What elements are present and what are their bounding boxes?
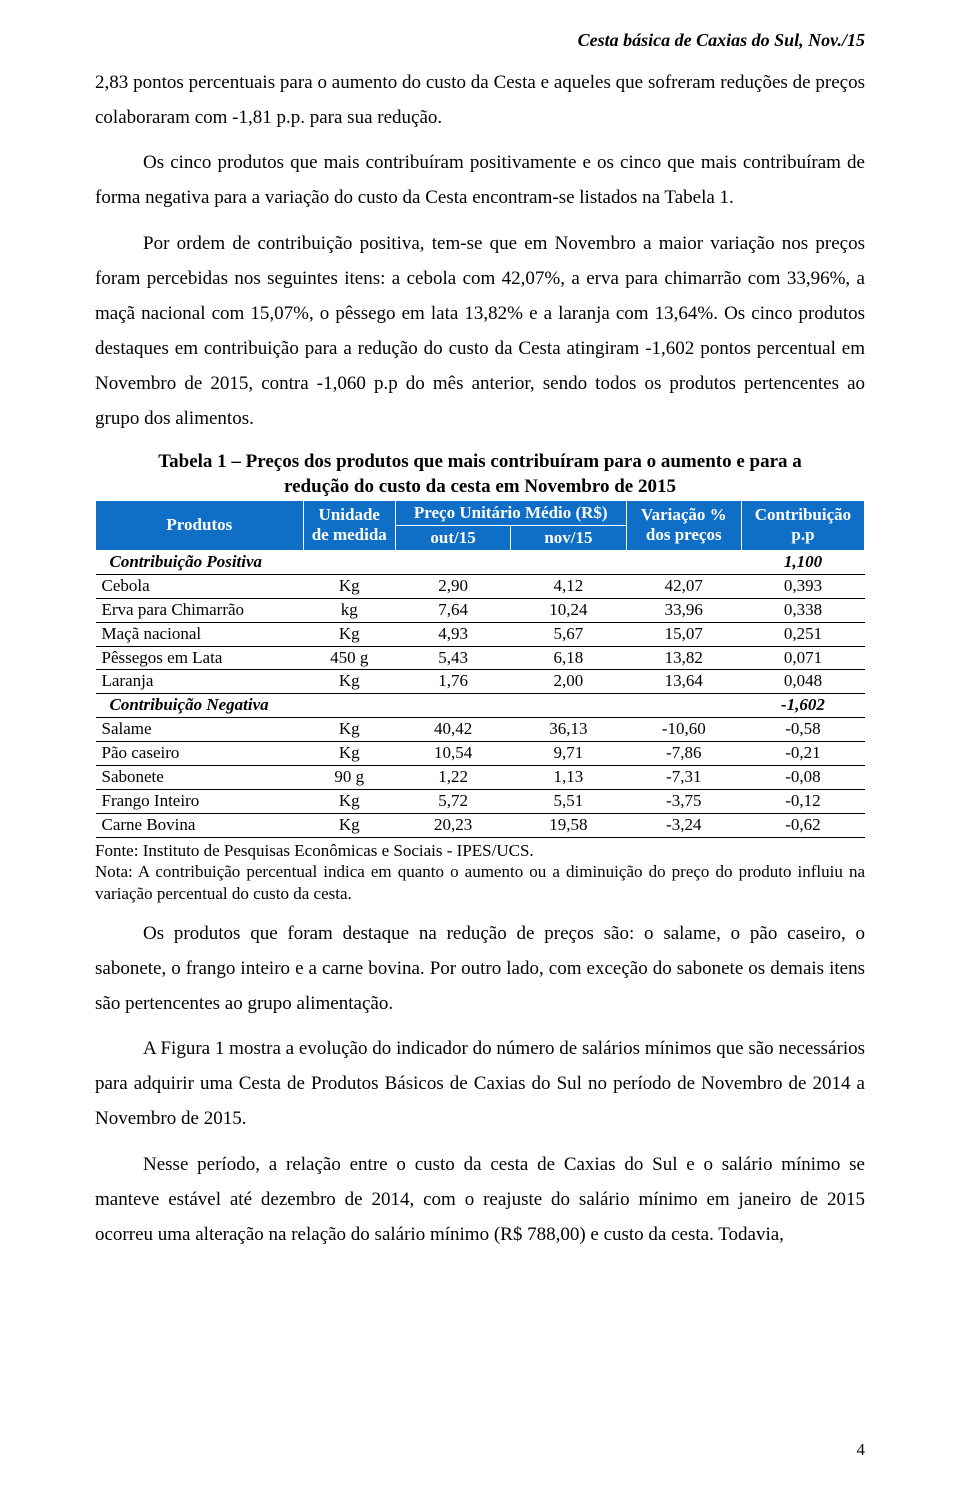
cell-out: 40,42: [395, 718, 510, 742]
cell-produto: Maçã nacional: [96, 622, 304, 646]
paragraph-6: Nesse período, a relação entre o custo d…: [95, 1147, 865, 1252]
page-number: 4: [857, 1440, 866, 1460]
cell-unidade: 90 g: [303, 766, 395, 790]
table-title-line1: Tabela 1 – Preços dos produtos que mais …: [158, 451, 802, 472]
paragraph-5: A Figura 1 mostra a evolução do indicado…: [95, 1031, 865, 1136]
cell-nov: 36,13: [511, 718, 626, 742]
cell-nov: 5,51: [511, 790, 626, 814]
cell-produto: Frango Inteiro: [96, 790, 304, 814]
page-header: Cesta básica de Caxias do Sul, Nov./15: [95, 30, 865, 51]
cell-contrib: 0,338: [741, 598, 864, 622]
cell-variacao: 33,96: [626, 598, 741, 622]
cell-unidade: 450 g: [303, 646, 395, 670]
cell-unidade: Kg: [303, 670, 395, 694]
cell-nov: 2,00: [511, 670, 626, 694]
cell-contrib: -0,62: [741, 814, 864, 838]
cell-contrib: 0,251: [741, 622, 864, 646]
cell-variacao: -10,60: [626, 718, 741, 742]
cell-contrib: 0,048: [741, 670, 864, 694]
cell-out: 7,64: [395, 598, 510, 622]
cell-unidade: Kg: [303, 574, 395, 598]
cell-out: 2,90: [395, 574, 510, 598]
cell-produto: Sabonete: [96, 766, 304, 790]
table-row: Erva para Chimarrãokg7,6410,2433,960,338: [96, 598, 865, 622]
table-row: CebolaKg2,904,1242,070,393: [96, 574, 865, 598]
group-label: Contribuição Negativa: [96, 694, 304, 718]
cell-out: 5,72: [395, 790, 510, 814]
paragraph-4: Os produtos que foram destaque na reduçã…: [95, 916, 865, 1021]
col-out: out/15: [395, 525, 510, 550]
cell-variacao: 15,07: [626, 622, 741, 646]
table-row: Maçã nacionalKg4,935,6715,070,251: [96, 622, 865, 646]
cell-out: 1,22: [395, 766, 510, 790]
cell-unidade: Kg: [303, 718, 395, 742]
cell-unidade: Kg: [303, 790, 395, 814]
document-page: Cesta básica de Caxias do Sul, Nov./15 2…: [0, 0, 960, 1485]
table-row: Frango InteiroKg5,725,51-3,75-0,12: [96, 790, 865, 814]
cell-contrib: -0,58: [741, 718, 864, 742]
table-title-line2: redução do custo da cesta em Novembro de…: [284, 476, 676, 497]
cell-variacao: 13,64: [626, 670, 741, 694]
cell-unidade: Kg: [303, 622, 395, 646]
cell-nov: 6,18: [511, 646, 626, 670]
cell-nov: 5,67: [511, 622, 626, 646]
cell-produto: Carne Bovina: [96, 814, 304, 838]
col-preco-header: Preço Unitário Médio (R$): [395, 500, 626, 525]
cell-contrib: 0,393: [741, 574, 864, 598]
cell-unidade: Kg: [303, 814, 395, 838]
cell-produto: Cebola: [96, 574, 304, 598]
table-group-row: Contribuição Positiva 1,100: [96, 550, 865, 574]
cell-out: 1,76: [395, 670, 510, 694]
table-nota: Nota: A contribuição percentual indica e…: [95, 862, 865, 902]
table-fonte: Fonte: Instituto de Pesquisas Econômicas…: [95, 841, 534, 860]
paragraph-3: Por ordem de contribuição positiva, tem-…: [95, 226, 865, 437]
cell-variacao: 42,07: [626, 574, 741, 598]
table-notes: Fonte: Instituto de Pesquisas Econômicas…: [95, 840, 865, 904]
group-contrib: -1,602: [741, 694, 864, 718]
cell-variacao: -3,24: [626, 814, 741, 838]
cell-out: 10,54: [395, 742, 510, 766]
cell-nov: 1,13: [511, 766, 626, 790]
table-title: Tabela 1 – Preços dos produtos que mais …: [95, 450, 865, 499]
table-group-row: Contribuição Negativa -1,602: [96, 694, 865, 718]
col-produtos: Produtos: [96, 500, 304, 550]
products-table: Produtos Unidade de medida Preço Unitári…: [95, 500, 865, 838]
cell-contrib: -0,08: [741, 766, 864, 790]
cell-contrib: -0,12: [741, 790, 864, 814]
cell-variacao: -7,31: [626, 766, 741, 790]
table-row: Pão caseiroKg10,549,71-7,86-0,21: [96, 742, 865, 766]
cell-contrib: 0,071: [741, 646, 864, 670]
cell-out: 5,43: [395, 646, 510, 670]
paragraph-2: Os cinco produtos que mais contribuíram …: [95, 145, 865, 215]
cell-contrib: -0,21: [741, 742, 864, 766]
cell-nov: 19,58: [511, 814, 626, 838]
cell-unidade: Kg: [303, 742, 395, 766]
cell-produto: Laranja: [96, 670, 304, 694]
cell-unidade: kg: [303, 598, 395, 622]
cell-nov: 9,71: [511, 742, 626, 766]
col-nov: nov/15: [511, 525, 626, 550]
group-contrib: 1,100: [741, 550, 864, 574]
cell-produto: Erva para Chimarrão: [96, 598, 304, 622]
cell-produto: Pão caseiro: [96, 742, 304, 766]
table-row: Sabonete90 g1,221,13-7,31-0,08: [96, 766, 865, 790]
cell-variacao: 13,82: [626, 646, 741, 670]
col-variacao: Variação % dos preços: [626, 500, 741, 550]
cell-variacao: -7,86: [626, 742, 741, 766]
cell-out: 4,93: [395, 622, 510, 646]
cell-variacao: -3,75: [626, 790, 741, 814]
cell-out: 20,23: [395, 814, 510, 838]
cell-produto: Salame: [96, 718, 304, 742]
table-row: SalameKg40,4236,13-10,60-0,58: [96, 718, 865, 742]
col-contrib: Contribuição p.p: [741, 500, 864, 550]
table-row: Pêssegos em Lata450 g5,436,1813,820,071: [96, 646, 865, 670]
cell-nov: 4,12: [511, 574, 626, 598]
cell-nov: 10,24: [511, 598, 626, 622]
paragraph-1: 2,83 pontos percentuais para o aumento d…: [95, 65, 865, 135]
group-label: Contribuição Positiva: [96, 550, 304, 574]
table-row: LaranjaKg1,762,0013,640,048: [96, 670, 865, 694]
col-unidade: Unidade de medida: [303, 500, 395, 550]
table-row: Carne BovinaKg20,2319,58-3,24-0,62: [96, 814, 865, 838]
cell-produto: Pêssegos em Lata: [96, 646, 304, 670]
